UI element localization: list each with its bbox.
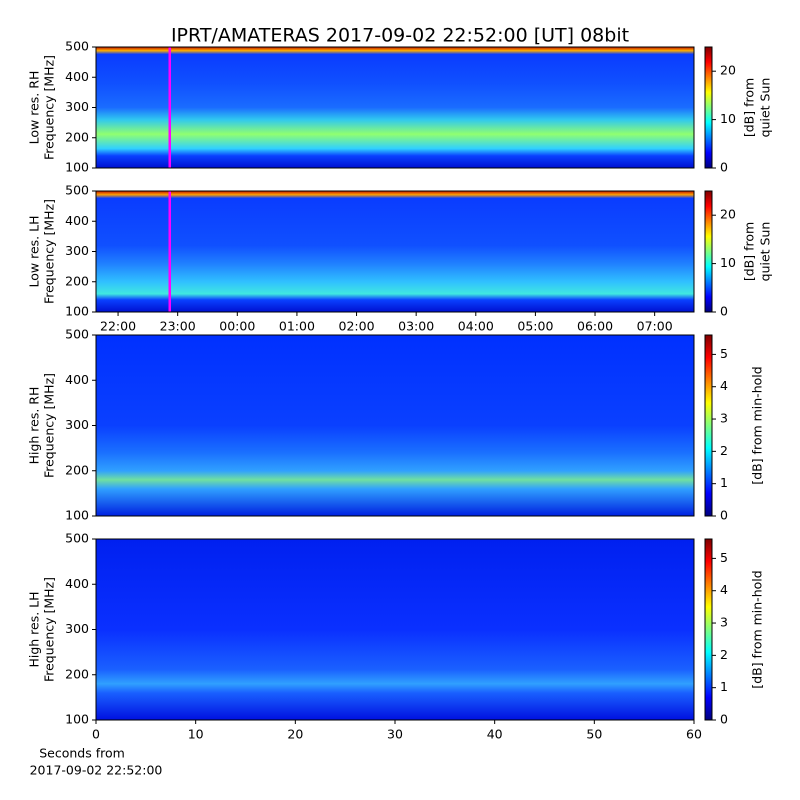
x-tick-label: 60	[686, 727, 702, 742]
colorbar-tick-label: 5	[720, 550, 728, 565]
y-tick-label: 300	[65, 417, 89, 432]
colorbar-tick-label: 1	[720, 679, 728, 694]
y-axis-label: Frequency [MHz]	[42, 373, 57, 478]
y-tick-label: 300	[65, 243, 89, 258]
colorbar-tick-label: 20	[720, 207, 736, 222]
x-tick-label: 30	[387, 727, 403, 742]
y-tick-label: 100	[65, 160, 89, 175]
colorbar-tick-label: 0	[720, 508, 728, 523]
x-tick-label: 00:00	[219, 319, 255, 334]
x-tick-label: 02:00	[339, 319, 375, 334]
colorbar-tick-label: 2	[720, 443, 728, 458]
colorbar-tick-label: 1	[720, 475, 728, 490]
colorbar-label: [dB] from	[742, 222, 757, 281]
x-axis-label: 2017-09-02 22:52:00	[30, 763, 163, 778]
x-tick-label: 04:00	[458, 319, 494, 334]
y-tick-label: 300	[65, 621, 89, 636]
x-tick-label: 23:00	[160, 319, 196, 334]
y-tick-label: 500	[65, 531, 89, 546]
colorbar	[704, 538, 713, 721]
y-tick-label: 500	[65, 327, 89, 342]
y-tick-label: 300	[65, 99, 89, 114]
colorbar-tick-label: 3	[720, 411, 728, 426]
y-axis-label: Frequency [MHz]	[42, 55, 57, 160]
colorbar-tick-label: 4	[720, 378, 728, 393]
y-tick-label: 100	[65, 304, 89, 319]
colorbar-tick-label: 10	[720, 111, 736, 126]
y-axis-label: Low res. LH	[27, 216, 42, 288]
x-tick-label: 20	[287, 727, 303, 742]
x-tick-label: 07:00	[637, 319, 673, 334]
y-tick-label: 400	[65, 576, 89, 591]
y-tick-label: 500	[65, 39, 89, 54]
colorbar-tick-label: 10	[720, 255, 736, 270]
spectrogram	[96, 47, 694, 168]
y-tick-label: 200	[65, 462, 89, 477]
y-tick-label: 400	[65, 69, 89, 84]
colorbar-label: quiet Sun	[758, 222, 773, 282]
colorbar-tick-label: 2	[720, 647, 728, 662]
colorbar	[704, 334, 713, 517]
colorbar-tick-label: 20	[720, 63, 736, 78]
colorbar	[704, 190, 713, 313]
y-tick-label: 500	[65, 183, 89, 198]
colorbar-tick-label: 3	[720, 615, 728, 630]
y-tick-label: 400	[65, 213, 89, 228]
x-tick-label: 01:00	[279, 319, 315, 334]
colorbar-label: [dB] from min-hold	[750, 366, 765, 484]
x-tick-label: 06:00	[577, 319, 613, 334]
colorbar-tick-label: 0	[720, 160, 728, 175]
spectrogram	[96, 335, 694, 516]
y-axis-label: Frequency [MHz]	[42, 199, 57, 304]
y-tick-label: 200	[65, 666, 89, 681]
colorbar-label: [dB] from min-hold	[750, 570, 765, 688]
colorbar-tick-label: 4	[720, 582, 728, 597]
colorbar-tick-label: 0	[720, 304, 728, 319]
y-axis-label: High res. RH	[27, 387, 42, 465]
x-tick-label: 40	[487, 727, 503, 742]
y-tick-label: 200	[65, 273, 89, 288]
colorbar-label: [dB] from	[742, 78, 757, 137]
x-tick-label: 10	[188, 727, 204, 742]
y-axis-label: High res. LH	[27, 591, 42, 667]
colorbar	[704, 46, 713, 169]
spectrogram	[96, 191, 694, 312]
x-tick-label: 22:00	[100, 319, 136, 334]
figure-title: IPRT/AMATERAS 2017-09-02 22:52:00 [UT] 0…	[171, 25, 629, 47]
x-tick-label: 50	[586, 727, 602, 742]
y-axis-label: Low res. RH	[27, 71, 42, 145]
y-tick-label: 100	[65, 508, 89, 523]
x-tick-label: 03:00	[398, 319, 434, 334]
colorbar-label: quiet Sun	[758, 78, 773, 138]
y-axis-label: Frequency [MHz]	[42, 577, 57, 682]
spectrogram	[96, 539, 694, 720]
y-tick-label: 400	[65, 372, 89, 387]
y-tick-label: 200	[65, 129, 89, 144]
x-tick-label: 0	[92, 727, 100, 742]
x-tick-label: 05:00	[517, 319, 553, 334]
colorbar-tick-label: 5	[720, 346, 728, 361]
colorbar-tick-label: 0	[720, 712, 728, 727]
y-tick-label: 100	[65, 712, 89, 727]
x-axis-label: Seconds from	[39, 746, 125, 761]
